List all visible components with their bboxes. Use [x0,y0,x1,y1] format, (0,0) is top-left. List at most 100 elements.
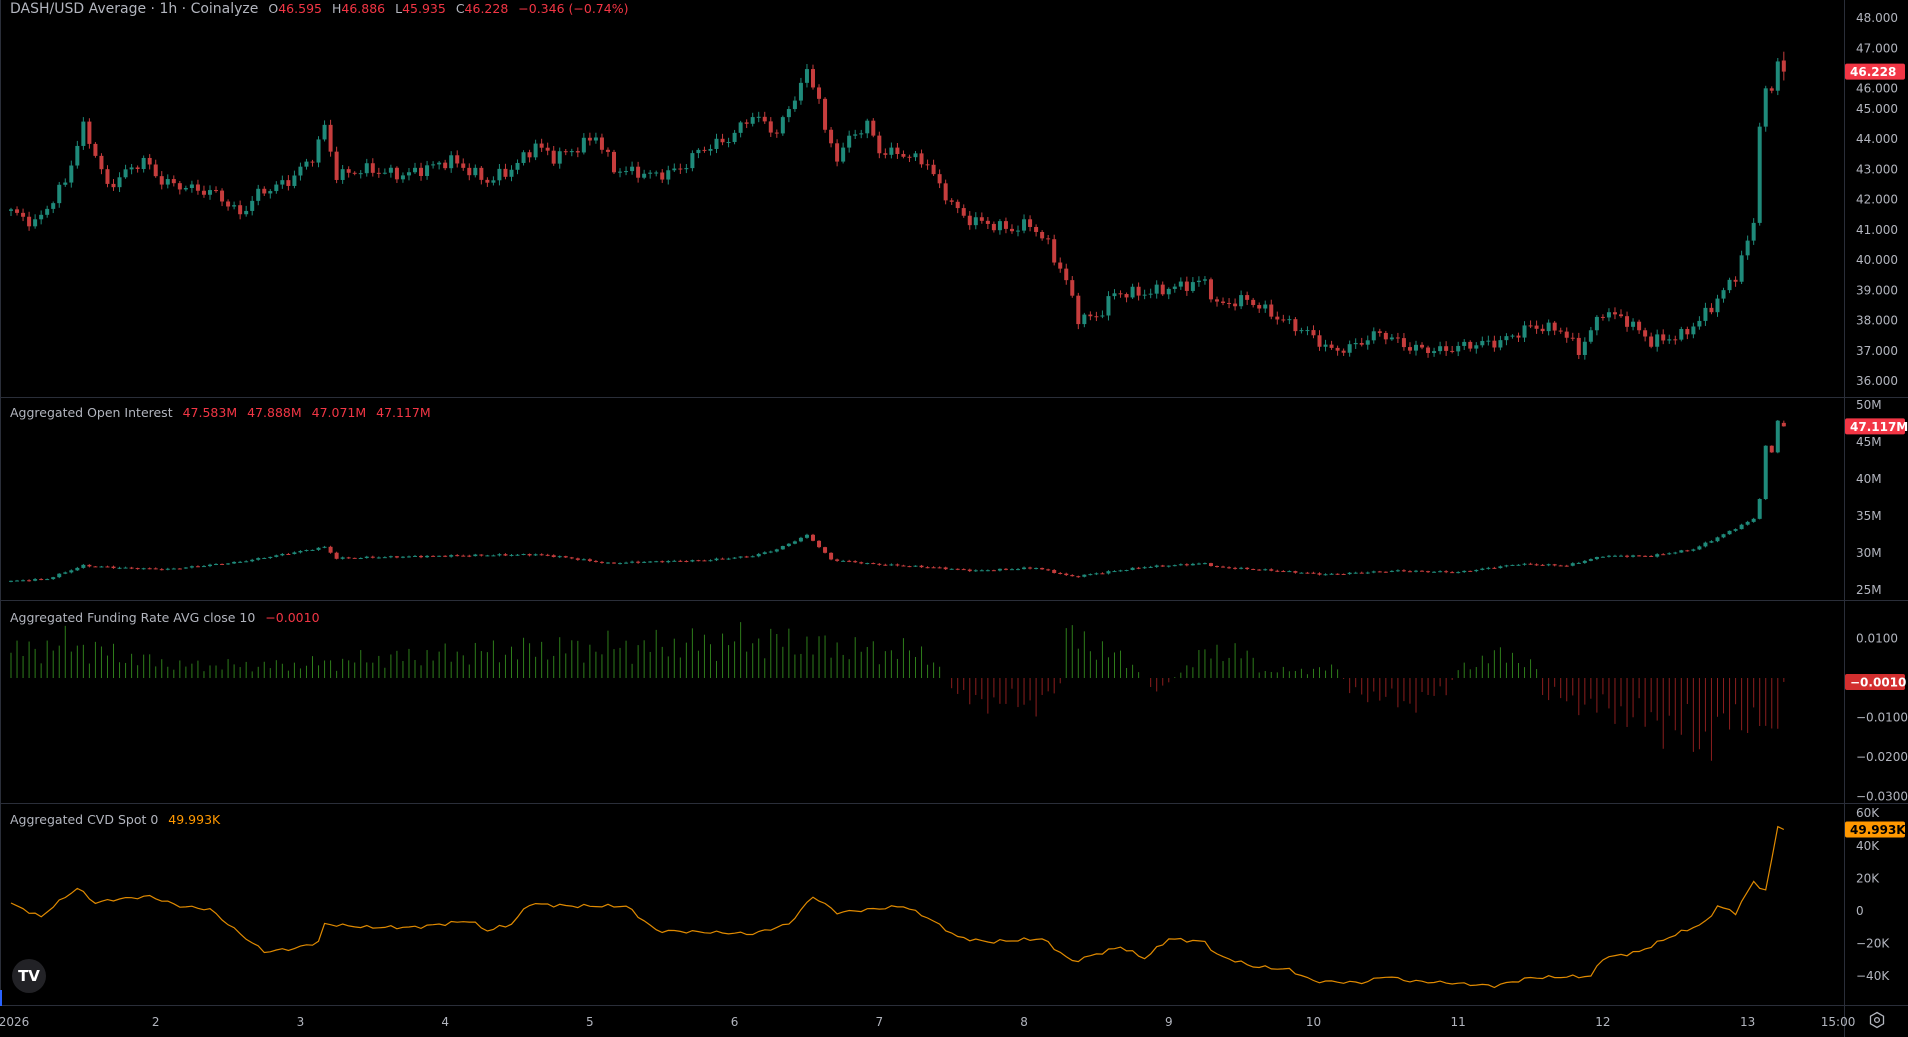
candle-down [455,155,460,164]
candle-down [461,555,466,557]
candle-up [913,565,918,567]
candle-down [177,183,182,190]
candle-up [1389,570,1394,572]
candle-down [328,546,333,553]
candle-up [648,172,653,174]
candle-down [925,567,930,569]
candle-down [1215,566,1219,568]
candle-down [111,566,116,569]
candle-down [1070,575,1075,577]
candle-down [1383,571,1388,573]
candle-down [1426,571,1431,573]
candle-down [394,167,399,180]
y-tick-label: 44.000 [1856,132,1898,146]
candle-up [316,547,321,550]
candle-down [823,98,828,130]
time-axis-label: 8 [1020,1015,1028,1029]
candle-up [1190,282,1195,291]
candle-up [1034,567,1039,569]
candle-down [1444,571,1449,573]
candle-down [1184,564,1189,566]
candle-up [780,117,785,134]
candle-up [69,570,74,573]
candle-down [539,554,544,556]
candle-up [756,553,761,557]
close-label: C [455,1,465,16]
candle-down [1269,569,1274,571]
candle-up [69,165,74,183]
candle-up [1456,572,1461,574]
candle-up [268,556,273,558]
last-value-badge-text: 49.993K [1850,823,1906,837]
candle-up [1474,345,1479,349]
candle-up [1697,546,1702,550]
candle-down [1468,341,1473,349]
candle-up [1727,530,1732,535]
candle-up [171,568,176,570]
oi-title[interactable]: Aggregated Open Interest [10,405,173,420]
y-tick-label: 35M [1856,509,1882,523]
candle-up [9,580,13,582]
candle-up [1263,569,1268,571]
candle-up [165,568,170,570]
candle-up [1631,321,1636,327]
candle-down [135,568,140,570]
candle-up [973,217,978,226]
candle-down [394,556,399,558]
candle-up [1498,340,1503,348]
candle-down [1685,329,1690,335]
candle-up [244,561,249,563]
candle-down [1245,295,1250,300]
candle-up [1432,351,1437,353]
candle-up [1516,564,1521,566]
candle-up [51,577,56,580]
candle-down [1540,564,1545,566]
candle-down [1612,312,1617,315]
candle-down [678,560,683,562]
candle-down [1407,347,1412,351]
candle-down [1281,319,1286,321]
candle-down [153,568,158,570]
symbol-title[interactable]: DASH/USD Average · 1h · Coinalyze [10,1,259,17]
candle-up [1353,572,1358,574]
candle-up [1413,570,1418,572]
candle-up [280,180,285,185]
candle-up [1130,286,1135,298]
candle-up [865,563,870,565]
candle-down [1450,350,1455,352]
candle-up [1582,341,1587,355]
candle-down [286,180,291,186]
y-tick-label: 39.000 [1856,283,1898,297]
candle-down [443,555,448,557]
candle-up [1504,336,1509,341]
candle-up [804,69,809,83]
candle-up [1172,565,1177,567]
candle-up [913,153,918,158]
funding-title[interactable]: Aggregated Funding Rate AVG close 10 [10,610,256,625]
candle-up [388,556,393,558]
candle-up [792,100,797,110]
candle-down [1009,228,1014,232]
cvd-title[interactable]: Aggregated CVD Spot 0 [10,812,159,827]
candle-up [310,549,315,551]
candle-down [1275,570,1280,572]
change-value: −0.346 (−0.74%) [518,1,629,16]
candle-up [1612,555,1617,557]
candle-up [841,147,846,162]
candle-up [630,166,635,172]
candle-down [1317,573,1322,575]
candle-down [563,151,568,153]
candle-up [1691,549,1696,551]
candle-up [382,172,387,174]
candle-down [1552,322,1557,331]
candle-up [123,567,128,569]
last-value-badge [1845,821,1905,838]
time-axis-label: 9 [1165,1015,1173,1029]
tradingview-logo[interactable]: TV [12,959,46,993]
candle-up [473,167,478,176]
oi-high: 47.888M [247,405,302,420]
settings-hex-icon[interactable] [1868,1011,1886,1029]
candle-up [1178,281,1183,287]
candle-up [1739,255,1744,282]
